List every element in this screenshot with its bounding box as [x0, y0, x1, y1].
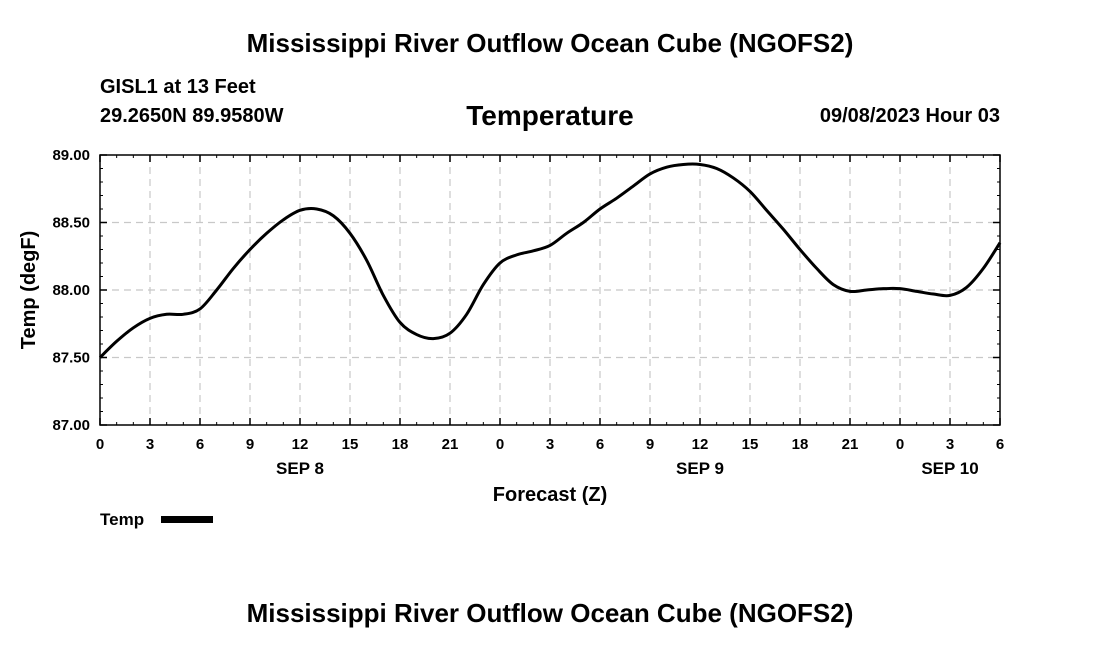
x-axis-label: Forecast (Z)	[493, 484, 607, 506]
series-layer	[98, 162, 1002, 359]
y-tick-label: 87.50	[52, 350, 90, 367]
legend-label-temp: Temp	[100, 510, 144, 529]
x-tick-label: 3	[546, 436, 554, 453]
y-tick-label: 87.00	[52, 417, 90, 434]
x-tick-label: 9	[646, 436, 654, 453]
x-tick-label: 0	[496, 436, 504, 453]
x-tick-label: 18	[392, 436, 409, 453]
legend-swatch-temp	[161, 516, 213, 523]
x-tick-label: 18	[792, 436, 809, 453]
forecast-datetime: 09/08/2023 Hour 03	[819, 105, 1000, 127]
plot-frame	[99, 154, 1001, 426]
label-layer: 0 3 6 9 12 15 18 21 0 3 6 9 12 15 18 21 0 3 6 87.00 87.50 88.…	[52, 147, 1004, 478]
x-tick-label: 21	[442, 436, 459, 453]
station-coordinates: 29.2650N 89.9580W	[100, 105, 284, 127]
x-tick-label: 21	[842, 436, 859, 453]
legend: Temp	[100, 510, 213, 529]
grid-layer	[100, 155, 1000, 425]
x-tick-label: 12	[292, 436, 309, 453]
y-tick-label: 89.00	[52, 147, 90, 164]
chart-title: Mississippi River Outflow Ocean Cube (NG…	[246, 28, 854, 58]
y-tick-label: 88.50	[52, 215, 90, 232]
x-tick-label: 0	[96, 436, 104, 453]
x-day-label: SEP 9	[676, 459, 724, 478]
x-tick-label: 9	[246, 436, 254, 453]
footer-title: Mississippi River Outflow Ocean Cube (NG…	[246, 598, 854, 628]
x-tick-label: 12	[692, 436, 709, 453]
station-name: GISL1 at 13 Feet	[100, 76, 256, 98]
x-day-label: SEP 8	[276, 459, 324, 478]
x-tick-label: 3	[946, 436, 954, 453]
x-tick-label: 6	[996, 436, 1004, 453]
x-tick-label: 15	[342, 436, 359, 453]
y-tick-label: 88.00	[52, 282, 90, 299]
x-tick-label: 15	[742, 436, 759, 453]
y-axis-label: Temp (degF)	[18, 231, 40, 350]
series-line-temp	[98, 162, 1002, 359]
chart-subtitle: Temperature	[466, 100, 634, 131]
x-tick-label: 3	[146, 436, 154, 453]
x-tick-label: 6	[596, 436, 604, 453]
x-tick-label: 0	[896, 436, 904, 453]
x-tick-label: 6	[196, 436, 204, 453]
x-day-label: SEP 10	[921, 459, 978, 478]
